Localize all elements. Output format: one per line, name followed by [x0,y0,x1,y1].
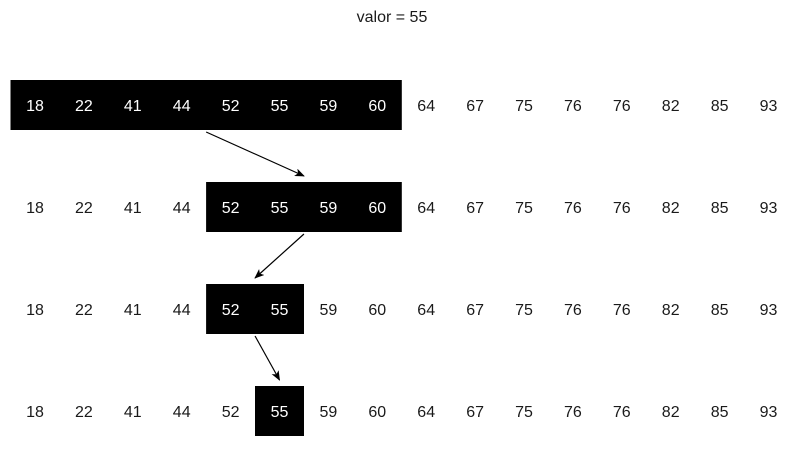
array-value: 52 [222,98,240,115]
array-value: 76 [613,98,631,115]
diagram-title: valor = 55 [357,9,428,26]
array-value: 67 [466,302,484,319]
array-value: 60 [368,302,386,319]
array-value: 75 [515,302,533,319]
array-value: 59 [320,302,338,319]
array-value: 18 [26,404,44,421]
array-row-2: 18 22 41 44 52 55 59 60 64 67 75 76 76 82 85 93 [26,182,778,232]
array-value: 76 [613,302,631,319]
array-value: 52 [222,302,240,319]
array-row-3: 18 22 41 44 52 55 59 60 64 67 75 76 76 82 85 93 [26,284,778,334]
array-value: 82 [662,200,680,217]
array-value: 60 [368,200,386,217]
array-value: 85 [711,302,729,319]
step-arrow-3 [254,335,281,381]
array-value: 55 [271,98,289,115]
array-value: 67 [466,404,484,421]
array-value: 93 [760,200,778,217]
step-arrows [205,131,305,381]
array-value: 44 [173,302,191,319]
array-value: 76 [564,200,582,217]
array-value: 76 [564,98,582,115]
array-value: 67 [466,98,484,115]
array-value: 60 [368,404,386,421]
array-value: 64 [417,302,435,319]
array-value: 41 [124,302,142,319]
array-value: 18 [26,98,44,115]
array-value: 22 [75,404,93,421]
array-value: 82 [662,98,680,115]
array-value: 75 [515,404,533,421]
array-value: 93 [760,98,778,115]
array-value: 41 [124,404,142,421]
array-value: 85 [711,404,729,421]
array-value: 22 [75,98,93,115]
step-arrow-1 [205,131,305,177]
array-value: 75 [515,200,533,217]
array-value: 41 [124,98,142,115]
array-value: 64 [417,404,435,421]
array-value: 55 [271,302,289,319]
search-range-highlight [255,386,304,436]
array-value: 44 [173,200,191,217]
array-value: 76 [564,404,582,421]
array-value: 64 [417,98,435,115]
array-value: 18 [26,302,44,319]
array-value: 64 [417,200,435,217]
step-arrow-2 [254,233,305,279]
array-value: 55 [271,404,289,421]
array-value: 41 [124,200,142,217]
array-row-4: 18 22 41 44 52 55 59 60 64 67 75 76 76 82 85 93 [26,386,778,436]
array-value: 76 [613,404,631,421]
array-value: 22 [75,200,93,217]
array-value: 55 [271,200,289,217]
array-value: 85 [711,98,729,115]
array-value: 82 [662,404,680,421]
array-value: 93 [760,404,778,421]
array-value: 60 [368,98,386,115]
array-value: 18 [26,200,44,217]
array-value: 44 [173,98,191,115]
array-value: 85 [711,200,729,217]
array-value: 75 [515,98,533,115]
array-value: 59 [320,200,338,217]
array-value: 22 [75,302,93,319]
array-value: 44 [173,404,191,421]
array-row-1: 18 22 41 44 52 55 59 60 64 67 75 76 76 82 85 93 [10,80,778,130]
array-value: 93 [760,302,778,319]
search-range-highlight [206,182,402,232]
array-rows: 18 22 41 44 52 55 59 60 64 67 75 76 76 82 85 93 18 22 41 44… [10,80,778,436]
array-value: 52 [222,404,240,421]
array-value: 76 [564,302,582,319]
search-range-highlight [206,284,304,334]
array-value: 59 [320,404,338,421]
array-value: 82 [662,302,680,319]
search-range-highlight [10,80,402,130]
array-value: 59 [320,98,338,115]
array-value: 52 [222,200,240,217]
array-value: 76 [613,200,631,217]
array-value: 67 [466,200,484,217]
